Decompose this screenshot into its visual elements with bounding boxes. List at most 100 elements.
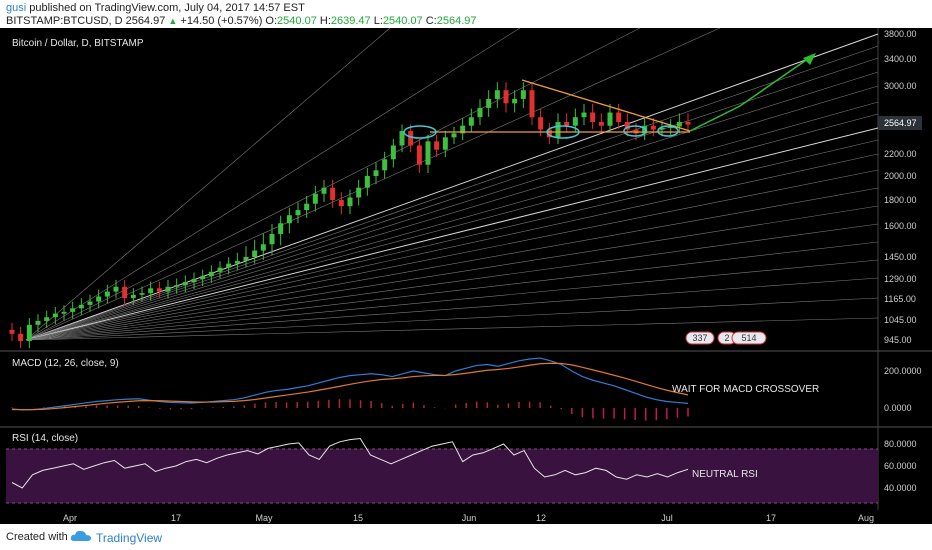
candle-body — [113, 286, 119, 292]
x-axis: Apr 17 May 15 Jun 12 Jul 17 Aug — [63, 513, 874, 523]
candle-body — [156, 288, 162, 292]
candle-body — [174, 285, 180, 287]
macd-annotation[interactable]: WAIT FOR MACD CROSSOVER — [672, 384, 820, 395]
candle-body — [460, 125, 466, 134]
fan-line — [25, 33, 879, 341]
fan-line — [25, 28, 521, 341]
low-label: L: — [373, 15, 383, 27]
price-tick-label: 3400.00 — [884, 54, 917, 64]
candle-body — [122, 286, 128, 299]
candle-body — [399, 131, 405, 146]
x-tick-label: 17 — [171, 513, 181, 523]
touch-ellipse-1[interactable] — [403, 125, 437, 139]
up-triangle-icon: ▲ — [168, 16, 178, 26]
candle-body — [468, 117, 474, 126]
candle-body — [217, 267, 223, 272]
fan-line — [25, 317, 879, 341]
event-badges[interactable]: 337 2 514 — [685, 331, 767, 345]
candle-body — [191, 279, 197, 283]
macd-tick-label: 200.0000 — [884, 366, 922, 376]
candle-body — [408, 131, 414, 146]
rsi-annotation[interactable]: NEUTRAL RSI — [692, 469, 758, 480]
candle-body — [503, 90, 509, 104]
symbol-line: BITSTAMP:BTCUSD, D 2564.97 ▲ +14.50 (+0.… — [6, 15, 476, 27]
fan-line — [25, 169, 879, 341]
fan-line — [25, 45, 879, 341]
x-tick-label: Jul — [661, 513, 673, 523]
fan-line — [25, 297, 879, 341]
rsi-indicator: 40.0000 60.0000 80.0000 — [11, 437, 917, 493]
publish-line: gusi published on TradingView.com, July … — [6, 2, 305, 14]
candle-body — [572, 117, 578, 126]
chart-area[interactable]: 0.0000 200.0000 40.0000 60.0000 80.0000 337… — [0, 28, 932, 524]
badge-1-bg[interactable] — [685, 331, 715, 345]
candle-body — [529, 90, 535, 118]
candle-body — [87, 301, 93, 305]
candle-body — [330, 187, 336, 200]
fan-line — [25, 57, 879, 341]
badge-3-bg[interactable] — [731, 331, 767, 345]
fan-line — [25, 28, 721, 341]
author-name[interactable]: gusi — [6, 2, 27, 14]
candle-body — [512, 98, 518, 104]
price-tick-label: 1800.00 — [884, 195, 917, 205]
fan-line — [25, 139, 879, 341]
price-tick-label: 945.00 — [884, 335, 912, 345]
price-tick-label: 1290.00 — [884, 274, 917, 284]
low-value: 2540.07 — [382, 15, 423, 27]
macd-indicator: 0.0000 200.0000 — [11, 357, 922, 421]
candle-body — [598, 122, 604, 126]
x-tick-label: Apr — [63, 513, 77, 523]
badge-2: 2 — [724, 333, 729, 343]
fan-line — [25, 85, 879, 341]
close-label: C: — [425, 15, 437, 27]
tradingview-cloud-icon[interactable] — [70, 529, 92, 546]
price-tick-label: 3800.00 — [884, 29, 917, 39]
candle-body — [564, 122, 570, 126]
touch-ellipse-2[interactable] — [546, 125, 580, 139]
chart-canvas[interactable]: 0.0000 200.0000 40.0000 60.0000 80.0000 337… — [0, 28, 932, 524]
candle-body — [546, 129, 552, 138]
high-label: H: — [319, 15, 331, 27]
close-value: 2564.97 — [436, 15, 477, 27]
rsi-tick-label: 60.0000 — [884, 461, 917, 471]
price-tick-label: 1045.00 — [884, 315, 917, 325]
candle-body — [425, 141, 431, 165]
footer: Created with TradingView — [0, 524, 932, 550]
touch-ellipse-4[interactable] — [657, 125, 679, 137]
candle-body — [182, 282, 188, 286]
fan-line — [25, 277, 879, 341]
candle-body — [208, 271, 214, 277]
candle-body — [477, 107, 483, 118]
price-tick-label: 1450.00 — [884, 252, 917, 262]
candle-body — [226, 263, 232, 268]
price-tick-label: 1165.00 — [884, 294, 916, 304]
candle-body — [494, 90, 500, 99]
x-tick-label: May — [255, 513, 273, 523]
candle-body — [252, 250, 258, 257]
gann-fan-lines — [25, 28, 879, 341]
x-tick-label: 15 — [353, 513, 363, 523]
x-tick-label: 17 — [766, 513, 776, 523]
candlestick-series — [9, 82, 691, 349]
rsi-tick-label: 40.0000 — [884, 483, 917, 493]
candle-body — [321, 187, 327, 194]
rsi-band — [6, 449, 878, 503]
tradingview-brand[interactable]: TradingView — [96, 531, 163, 545]
projection-arrow[interactable] — [689, 55, 813, 132]
fan-line — [25, 28, 391, 341]
badge-1: 337 — [692, 333, 707, 343]
candle-body — [624, 122, 630, 130]
candle-body — [538, 117, 544, 130]
fan-line — [25, 223, 879, 341]
price-scale[interactable]: 945.00 1045.00 1165.00 1290.00 1450.00 1600.0… — [884, 29, 917, 345]
candle-body — [78, 304, 84, 309]
signal-line — [11, 362, 689, 411]
candle-body — [668, 126, 674, 128]
descending-trendline[interactable] — [521, 79, 691, 132]
price-tick-label: 2000.00 — [884, 171, 917, 181]
touch-ellipse-3[interactable] — [623, 125, 647, 137]
publish-info: published on TradingView.com, July 04, 2… — [26, 2, 305, 14]
candle-body — [234, 260, 240, 264]
candle-body — [52, 313, 58, 318]
